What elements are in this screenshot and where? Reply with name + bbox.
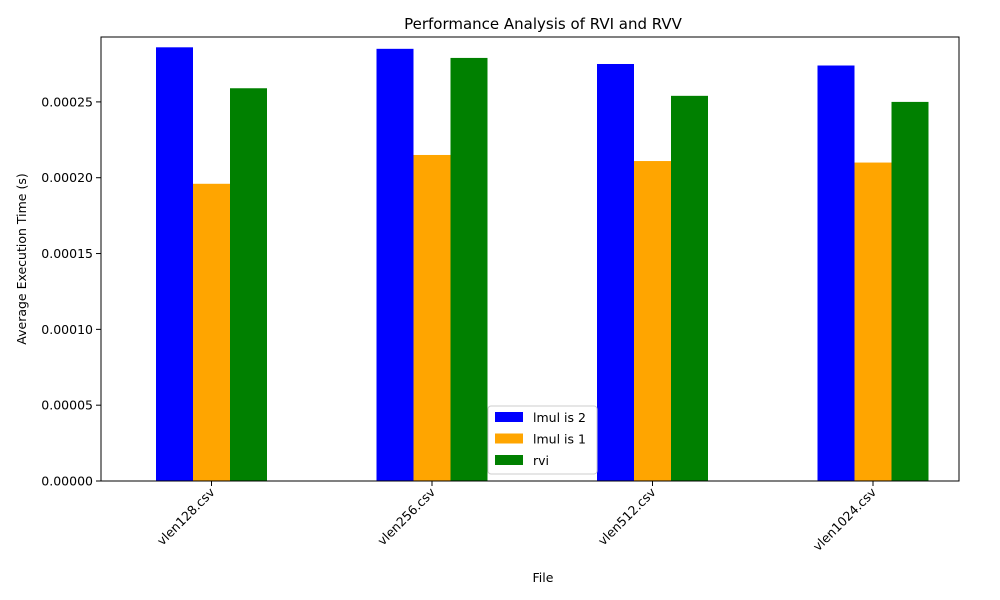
legend-swatch — [495, 433, 523, 444]
bar-rvi-vlen512-csv — [671, 95, 708, 482]
y-tick-label: 0.00015 — [41, 246, 93, 261]
bar-rvi-vlen128-csv — [230, 88, 267, 482]
y-axis-label: Average Execution Time (s) — [14, 173, 29, 344]
chart-title: Performance Analysis of RVI and RVV — [404, 15, 683, 33]
y-tick-label: 0.00010 — [41, 322, 93, 337]
bars-group — [156, 47, 929, 482]
x-tick-label: vlen256.csv — [374, 484, 438, 548]
bar-lmul-is-2-vlen512-csv — [597, 63, 634, 482]
bar-rvi-vlen256-csv — [450, 57, 488, 481]
x-axis: vlen128.csv vlen256.csv vlen512.csv vlen102… — [154, 481, 880, 554]
legend-label: lmul is 1 — [533, 432, 586, 447]
legend-swatch — [495, 412, 523, 422]
y-tick-label: 0.00005 — [41, 398, 93, 413]
bar-lmul-is-2-vlen256-csv — [376, 48, 414, 481]
y-tick-label: 0.00025 — [41, 94, 93, 109]
bar-lmul-is-2-vlen1024-csv — [817, 65, 855, 482]
bar-lmul-is-2-vlen128-csv — [156, 47, 193, 482]
bar-lmul-is-1-vlen1024-csv — [854, 162, 892, 481]
x-axis-label: File — [533, 570, 554, 585]
legend-label: lmul is 2 — [533, 410, 586, 425]
y-axis: 0.00000 0.00005 0.00010 0.00015 0.00020 0.000… — [41, 94, 101, 489]
bar-lmul-is-1-vlen512-csv — [634, 161, 671, 481]
x-tick-label: vlen128.csv — [154, 484, 218, 548]
y-tick-label: 0.00000 — [41, 474, 93, 489]
plot-frame — [100, 36, 960, 482]
legend: lmul is 2 lmul is 1 rvi — [487, 405, 598, 475]
legend-label: rvi — [533, 453, 549, 468]
legend-swatch — [495, 455, 523, 465]
bar-lmul-is-1-vlen256-csv — [413, 154, 451, 481]
x-tick-label: vlen512.csv — [595, 484, 659, 548]
bar-lmul-is-1-vlen128-csv — [193, 183, 230, 482]
bar-rvi-vlen1024-csv — [891, 101, 929, 481]
x-tick-label: vlen1024.csv — [810, 484, 880, 554]
y-tick-label: 0.00020 — [41, 170, 93, 185]
